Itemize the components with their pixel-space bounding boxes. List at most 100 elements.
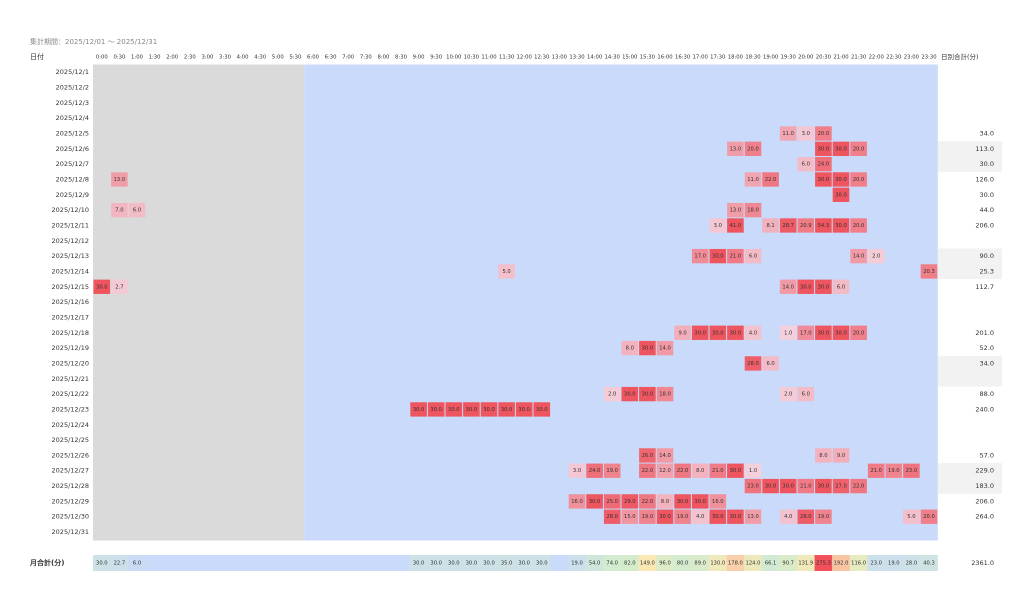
date-label: 2025/12/25 [52, 436, 89, 444]
month-cell [867, 555, 885, 571]
time-label: 19:00 [763, 55, 779, 61]
date-label: 2025/12/20 [52, 359, 89, 367]
cell-value: 41.0 [730, 223, 742, 229]
cell-value: 22.0 [677, 468, 689, 474]
cell-value: 6.0 [802, 162, 810, 168]
day-total: 201.0 [975, 329, 994, 337]
heat-cell [111, 279, 128, 294]
month-cell [902, 555, 921, 571]
month-cell [726, 555, 745, 571]
cell-value: 28.7 [782, 223, 794, 229]
date-label: 2025/12/27 [52, 467, 89, 475]
month-value: 23.0 [870, 561, 882, 567]
cell-value: 6.0 [766, 361, 774, 367]
cell-value: 20.0 [923, 514, 935, 520]
time-label: 15:00 [622, 55, 638, 61]
month-value: 40.3 [923, 561, 935, 567]
heat-cell [691, 248, 709, 264]
heat-cell [850, 172, 867, 187]
cell-value: 9.0 [678, 330, 686, 336]
date-label: 2025/12/10 [52, 206, 89, 214]
heat-cell [639, 386, 656, 402]
day-total: 44.0 [980, 206, 994, 214]
heat-cell [727, 509, 744, 524]
heat-cell [586, 494, 603, 509]
month-cell [110, 555, 129, 571]
date-label: 2025/12/9 [56, 191, 89, 199]
heat-cell [832, 325, 850, 340]
heat-cell [656, 494, 674, 509]
month-value: 130.0 [710, 561, 725, 567]
heat-cell [727, 141, 744, 156]
heat-cell [779, 478, 797, 494]
heat-cell [691, 494, 709, 509]
cell-value: 2.0 [784, 392, 792, 398]
day-total: 90.0 [980, 252, 994, 260]
month-value: 30.0 [536, 561, 548, 567]
heat-cell [797, 325, 815, 340]
heat-cell [920, 264, 938, 279]
month-cell [638, 555, 657, 571]
time-label: 14:00 [587, 55, 603, 61]
time-label: 13:30 [569, 55, 585, 61]
cell-value: 20.0 [853, 330, 865, 336]
cell-value: 22.0 [765, 177, 777, 183]
cell-value: 25.0 [606, 499, 618, 505]
time-label: 15:30 [640, 55, 656, 61]
cell-value: 30.0 [448, 407, 460, 413]
day-total: 34.0 [980, 359, 994, 367]
heat-cell [674, 325, 691, 340]
cell-value: 3.0 [573, 468, 581, 474]
month-cell [568, 555, 586, 571]
month-value: 131.9 [798, 561, 813, 567]
month-cell [814, 555, 833, 571]
month-value: 19.0 [571, 561, 583, 567]
cell-value: 28.0 [747, 361, 759, 367]
heat-cell [111, 172, 128, 187]
cell-value: 30.0 [483, 407, 495, 413]
heat-cell [744, 356, 762, 371]
cell-value: 3.0 [714, 223, 722, 229]
day-total: 88.0 [980, 390, 994, 398]
heat-cell [779, 126, 797, 141]
heat-cell [762, 218, 779, 233]
heat-cell [93, 279, 111, 294]
month-cell [832, 555, 850, 571]
cell-value: 30.0 [536, 407, 548, 413]
heat-cell [691, 463, 709, 478]
cell-value: 7.0 [115, 208, 123, 214]
cell-value: 30.0 [835, 330, 847, 336]
month-value: 124.0 [746, 561, 761, 567]
cell-value: 21.0 [870, 468, 882, 474]
heat-cell [832, 172, 850, 187]
day-total: 183.0 [975, 482, 994, 490]
date-label: 2025/12/23 [52, 405, 89, 413]
cell-value: 30.0 [712, 254, 724, 260]
time-label: 19:30 [781, 55, 797, 61]
heat-cell [762, 478, 779, 494]
heat-cell [691, 325, 709, 340]
heat-cell [779, 218, 797, 233]
cell-value: 14.0 [782, 284, 794, 290]
heat-cell [850, 248, 867, 264]
month-value: 19.0 [888, 561, 900, 567]
time-label: 8:00 [377, 55, 390, 61]
date-label: 2025/12/5 [56, 129, 89, 137]
month-cell [603, 555, 621, 571]
date-label: 2025/12/13 [52, 252, 89, 260]
day-total: 25.3 [980, 267, 994, 275]
month-value: 35.0 [501, 561, 513, 567]
heat-cell [674, 494, 691, 509]
heat-cell [797, 386, 815, 402]
heat-cell [832, 187, 850, 202]
time-label: 7:00 [342, 55, 355, 61]
day-total: 34.0 [980, 129, 994, 137]
date-label: 2025/12/8 [56, 175, 89, 183]
cell-value: 30.0 [96, 284, 108, 290]
heat-cell [815, 478, 832, 494]
cell-value: 30.0 [624, 392, 636, 398]
heat-cell [639, 463, 656, 478]
heat-cell [815, 509, 832, 524]
heat-cell [639, 340, 656, 356]
date-label: 2025/12/4 [56, 114, 89, 122]
